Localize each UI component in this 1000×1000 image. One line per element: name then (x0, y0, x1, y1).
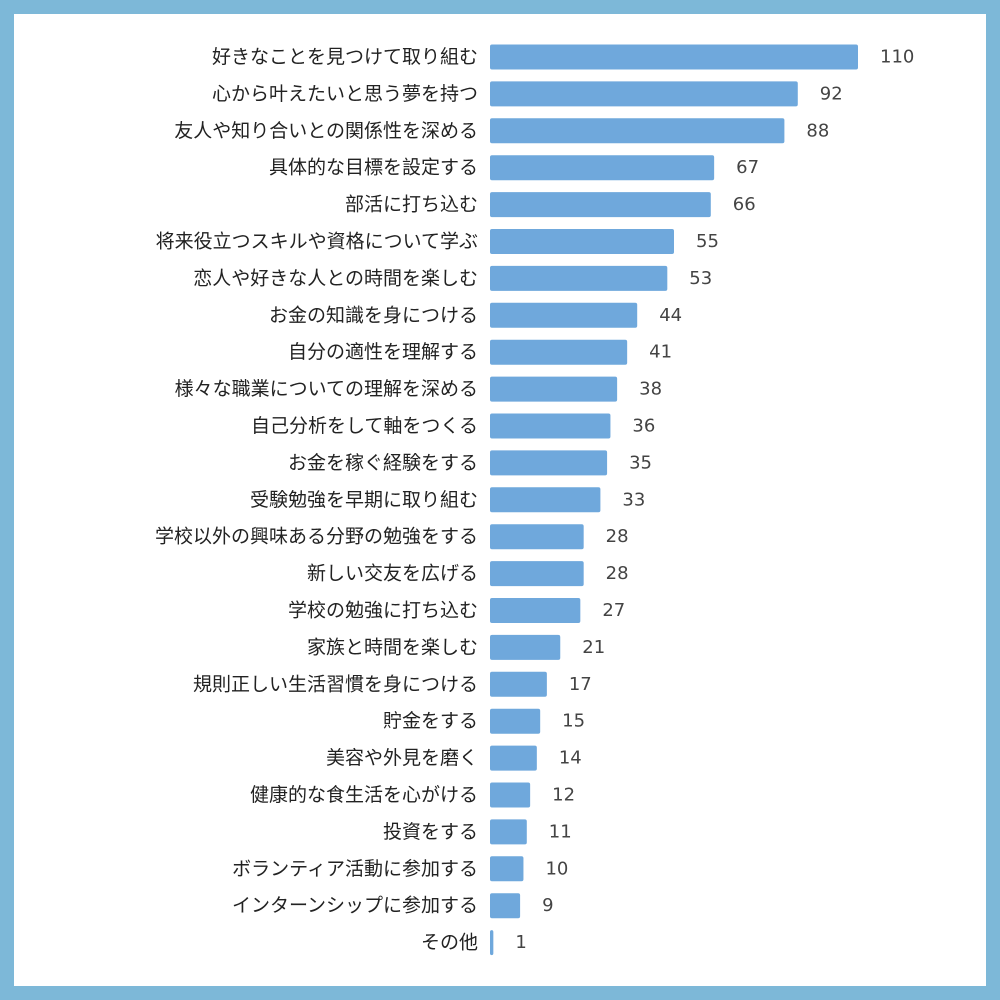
value-label: 35 (629, 452, 652, 473)
value-label: 11 (549, 821, 572, 842)
value-label: 28 (606, 526, 629, 547)
category-label: 将来役立つスキルや資格について学ぶ (156, 231, 478, 253)
value-label: 9 (542, 895, 553, 916)
category-label: 自分の適性を理解する (288, 341, 478, 363)
bar (490, 598, 581, 623)
bar (490, 44, 858, 70)
value-label: 15 (562, 711, 585, 732)
bar (490, 561, 584, 587)
value-label: 41 (649, 342, 672, 363)
chart-frame: 好きなことを見つけて取り組む 110 心から叶えたいと思う夢を持つ 92 友人や知り合い… (14, 14, 986, 986)
category-label: 部活に打ち込む (345, 194, 478, 216)
category-label: インターンシップに参加する (232, 895, 478, 917)
bar (490, 487, 601, 513)
bar (490, 893, 521, 919)
bar (490, 450, 608, 476)
value-label: 55 (696, 231, 719, 252)
category-label: 貯金をする (383, 710, 478, 732)
bar (490, 413, 611, 439)
bar (490, 745, 537, 771)
bar (490, 856, 524, 882)
category-label: 友人や知り合いとの関係性を深める (174, 120, 478, 142)
category-label: 学校以外の興味ある分野の勉強をする (155, 526, 478, 548)
bar (490, 339, 628, 365)
category-label: 家族と時間を楽しむ (307, 636, 478, 658)
value-label: 38 (639, 379, 662, 400)
category-label: 規則正しい生活習慣を身につける (193, 673, 478, 695)
value-label: 110 (880, 47, 914, 68)
category-label: 様々な職業についての理解を深める (175, 378, 478, 400)
value-label: 14 (559, 748, 582, 769)
category-label: 健康的な食生活を心がける (250, 784, 478, 806)
bar (490, 930, 494, 956)
category-label: 学校の勉強に打ち込む (288, 600, 478, 622)
bar (490, 782, 531, 808)
value-label: 21 (582, 637, 605, 658)
value-label: 92 (820, 83, 843, 104)
category-label: その他 (421, 932, 478, 954)
bar (490, 81, 798, 107)
value-label: 44 (659, 305, 682, 326)
category-label: 新しい交友を広げる (307, 563, 478, 585)
value-label: 28 (606, 563, 629, 584)
value-label: 66 (733, 194, 756, 215)
value-label: 1 (515, 932, 526, 953)
category-label: 投資をする (383, 821, 478, 843)
bar (490, 819, 527, 845)
category-label: 好きなことを見つけて取り組む (212, 46, 478, 68)
bar (490, 524, 584, 550)
value-label: 36 (632, 416, 655, 437)
category-label: 恋人や好きな人との時間を楽しむ (193, 267, 478, 289)
category-label: 心から叶えたいと思う夢を持つ (212, 83, 478, 105)
bar (490, 118, 785, 144)
category-label: 具体的な目標を設定する (269, 157, 478, 179)
value-label: 53 (689, 268, 712, 289)
bar (490, 302, 638, 328)
category-label: 受験勉強を早期に取り組む (250, 489, 478, 511)
value-label: 67 (736, 157, 759, 178)
bar (490, 634, 561, 660)
bar (490, 155, 715, 181)
value-label: 27 (602, 600, 625, 621)
bar (490, 192, 711, 218)
value-label: 33 (622, 489, 645, 510)
category-label: ボランティア活動に参加する (232, 858, 478, 880)
bar (490, 376, 618, 402)
bar (490, 229, 674, 254)
bar (490, 671, 547, 697)
category-label: お金を稼ぐ経験をする (288, 452, 478, 474)
value-label: 12 (552, 785, 575, 806)
category-label: 美容や外見を磨く (326, 747, 478, 769)
category-label: お金の知識を身につける (269, 304, 478, 326)
value-label: 17 (569, 674, 592, 695)
category-label: 自己分析をして軸をつくる (251, 415, 478, 437)
value-label: 88 (806, 120, 829, 141)
bar (490, 708, 541, 734)
bar (490, 265, 668, 291)
value-label: 10 (545, 858, 568, 879)
